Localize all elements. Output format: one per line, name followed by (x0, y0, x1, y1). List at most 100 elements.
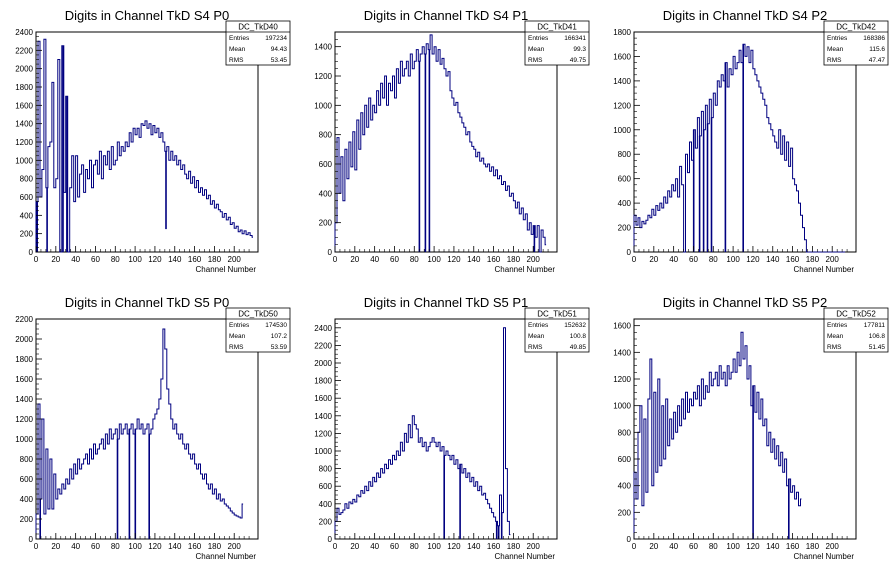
y-tick-label: 600 (319, 160, 333, 169)
stats-rms-value: 53.59 (271, 344, 288, 351)
x-tick-label: 120 (148, 542, 162, 551)
y-tick-label: 400 (618, 482, 632, 491)
histogram-chart-s5-p2: Digits in Channel TkD S5 P2 0 20 40 60 80 100 1… (613, 295, 889, 561)
stats-box: DC_TkD51 Entries 152632 Mean 100.8 RMS 49.85 (524, 307, 590, 353)
x-tick-label: 120 (746, 255, 760, 264)
stats-mean-label: Mean (528, 46, 545, 53)
x-tick-label: 20 (649, 255, 658, 264)
x-tick-label: 180 (507, 255, 521, 264)
stats-entries-value: 152632 (564, 322, 586, 329)
x-axis-label: Channel Number (794, 552, 855, 561)
x-tick-label: 140 (766, 255, 780, 264)
histogram-chart-s5-p0: Digits in Channel TkD S5 P0 0 20 40 60 80 100 1… (15, 295, 291, 561)
x-axis-label: Channel Number (495, 265, 556, 274)
x-tick-label: 80 (111, 255, 120, 264)
histogram-chart-s4-p0: Digits in Channel TkD S4 P0 0 20 40 60 80 100 1… (15, 8, 291, 274)
x-tick-label: 40 (71, 542, 80, 551)
x-tick-label: 0 (333, 542, 338, 551)
x-tick-label: 40 (370, 255, 379, 264)
x-tick-label: 200 (826, 542, 840, 551)
stats-mean-value: 99.3 (573, 46, 586, 53)
x-tick-label: 80 (410, 255, 419, 264)
y-tick-label: 400 (319, 500, 333, 509)
x-tick-label: 140 (467, 542, 481, 551)
y-tick-label: 600 (618, 175, 632, 184)
y-tick-label: 1600 (613, 52, 631, 61)
y-tick-label: 1600 (613, 322, 631, 331)
y-tick-label: 1400 (15, 120, 33, 129)
stats-mean-value: 107.2 (271, 333, 288, 340)
x-tick-label: 160 (188, 255, 202, 264)
y-tick-label: 1000 (314, 447, 332, 456)
x-tick-label: 120 (746, 542, 760, 551)
stats-entries-value: 177811 (864, 322, 886, 329)
stats-entries-value: 168386 (863, 35, 885, 42)
x-tick-label: 100 (128, 255, 142, 264)
histogram-series (334, 327, 511, 539)
y-tick-label: 2200 (15, 315, 33, 324)
stats-rms-value: 53.45 (271, 57, 288, 64)
x-tick-label: 40 (370, 542, 379, 551)
dead-channel-dip (443, 455, 445, 539)
x-tick-label: 100 (726, 255, 740, 264)
y-tick-label: 0 (627, 535, 632, 544)
stats-entries-label: Entries (229, 322, 250, 329)
dead-channel-dip (46, 187, 48, 252)
chart-title: Digits in Channel TkD S5 P2 (663, 295, 828, 310)
histogram-panel-s5-p2: Digits in Channel TkD S5 P2 0 20 40 60 80 100 1… (598, 287, 896, 574)
y-tick-label: 800 (319, 131, 333, 140)
y-tick-label: 2200 (15, 46, 33, 55)
histogram-series (35, 38, 253, 253)
x-tick-label: 140 (168, 542, 182, 551)
dead-channel-dip (752, 385, 754, 539)
y-tick-label: 800 (618, 150, 632, 159)
stats-rms-value: 49.75 (570, 57, 587, 64)
y-tick-label: 1000 (15, 435, 33, 444)
x-tick-label: 60 (390, 255, 399, 264)
chart-title: Digits in Channel TkD S5 P0 (65, 295, 230, 310)
dead-channel-dip (495, 521, 498, 539)
stats-mean-label: Mean (827, 46, 844, 53)
x-tick-label: 100 (726, 542, 740, 551)
x-tick-label: 80 (709, 542, 718, 551)
y-tick-label: 0 (29, 248, 34, 257)
stats-entries-label: Entries (528, 35, 549, 42)
histogram-panel-s5-p0: Digits in Channel TkD S5 P0 0 20 40 60 80 100 1… (0, 287, 298, 574)
stats-box-frame (524, 307, 590, 353)
stats-rms-value: 47.47 (869, 57, 886, 64)
x-axis-label: Channel Number (196, 265, 257, 274)
x-tick-label: 200 (228, 255, 242, 264)
x-tick-label: 40 (669, 542, 678, 551)
histogram-panel-s4-p1: Digits in Channel TkD S4 P1 0 20 40 60 80 100 1… (299, 0, 597, 287)
dead-channel-dip (116, 439, 119, 539)
x-tick-label: 160 (786, 542, 800, 551)
stats-rms-label: RMS (229, 57, 244, 64)
stats-box-title: DC_TkD40 (238, 23, 278, 32)
y-tick-label: 600 (20, 475, 34, 484)
y-tick-label: 200 (20, 515, 34, 524)
dead-channel-dip (459, 464, 461, 539)
y-tick-label: 1000 (613, 402, 631, 411)
histogram-series (334, 34, 547, 253)
stats-rms-label: RMS (528, 57, 543, 64)
x-tick-label: 20 (649, 542, 658, 551)
stats-mean-label: Mean (528, 333, 545, 340)
stats-mean-label: Mean (827, 333, 844, 340)
x-tick-label: 20 (350, 542, 359, 551)
y-tick-label: 1600 (15, 375, 33, 384)
histogram-panel-s4-p2: Digits in Channel TkD S4 P2 0 20 40 60 80 100 1… (598, 0, 896, 287)
x-tick-label: 20 (51, 255, 60, 264)
dead-channel-dip (66, 96, 68, 252)
x-tick-label: 0 (34, 255, 39, 264)
x-tick-label: 140 (168, 255, 182, 264)
dead-channel-dip (500, 512, 503, 539)
dead-channel-dip (724, 62, 727, 252)
histogram-panel-s5-p1: Digits in Channel TkD S5 P1 0 20 40 60 80 100 1… (299, 287, 597, 574)
x-tick-label: 20 (51, 542, 60, 551)
y-tick-label: 200 (319, 517, 333, 526)
y-tick-label: 400 (20, 211, 34, 220)
histogram-series (35, 328, 244, 539)
stats-mean-value: 94.43 (271, 46, 288, 53)
y-tick-label: 400 (20, 495, 34, 504)
x-tick-label: 100 (427, 255, 441, 264)
